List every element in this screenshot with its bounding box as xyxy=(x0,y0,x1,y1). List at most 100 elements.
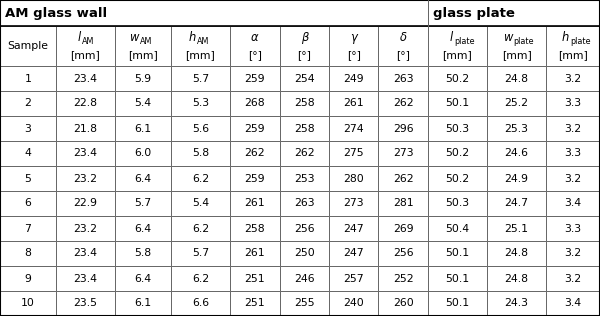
Bar xyxy=(115,266,171,291)
Text: 50.4: 50.4 xyxy=(445,223,470,234)
Text: Sample: Sample xyxy=(7,41,49,51)
Text: l: l xyxy=(449,31,453,44)
Text: 6.1: 6.1 xyxy=(134,299,152,308)
Bar xyxy=(0,266,56,291)
Text: 24.8: 24.8 xyxy=(505,74,529,83)
Bar xyxy=(56,166,115,191)
Text: 24.8: 24.8 xyxy=(505,248,529,258)
Bar xyxy=(546,216,600,241)
Bar xyxy=(0,216,56,241)
Text: plate: plate xyxy=(570,37,590,46)
Bar xyxy=(115,166,171,191)
Bar xyxy=(428,0,600,26)
Bar xyxy=(546,26,600,66)
Text: 262: 262 xyxy=(294,149,314,159)
Bar xyxy=(487,241,546,266)
Text: 3.2: 3.2 xyxy=(565,124,581,133)
Bar xyxy=(379,91,428,116)
Bar xyxy=(379,116,428,141)
Text: 273: 273 xyxy=(393,149,413,159)
Bar xyxy=(329,116,379,141)
Bar xyxy=(56,66,115,91)
Bar xyxy=(230,66,280,91)
Text: 259: 259 xyxy=(245,74,265,83)
Bar xyxy=(546,291,600,316)
Text: 258: 258 xyxy=(294,124,314,133)
Bar xyxy=(428,216,487,241)
Bar xyxy=(280,241,329,266)
Bar xyxy=(487,66,546,91)
Text: 249: 249 xyxy=(343,74,364,83)
Bar xyxy=(280,191,329,216)
Text: 275: 275 xyxy=(343,149,364,159)
Bar xyxy=(329,191,379,216)
Bar xyxy=(379,216,428,241)
Text: γ: γ xyxy=(350,31,357,44)
Bar xyxy=(379,141,428,166)
Text: 6.4: 6.4 xyxy=(134,274,152,283)
Bar xyxy=(0,91,56,116)
Bar xyxy=(280,166,329,191)
Text: 22.9: 22.9 xyxy=(73,198,97,209)
Bar xyxy=(280,291,329,316)
Text: 23.4: 23.4 xyxy=(73,74,97,83)
Bar xyxy=(0,26,56,66)
Bar xyxy=(171,141,230,166)
Text: [mm]: [mm] xyxy=(443,50,472,60)
Bar xyxy=(428,91,487,116)
Text: 23.2: 23.2 xyxy=(73,173,97,184)
Bar xyxy=(230,241,280,266)
Text: 3.3: 3.3 xyxy=(565,99,581,108)
Text: β: β xyxy=(301,31,308,44)
Bar xyxy=(171,191,230,216)
Bar xyxy=(280,116,329,141)
Text: 3.2: 3.2 xyxy=(565,274,581,283)
Bar xyxy=(280,216,329,241)
Bar xyxy=(546,91,600,116)
Bar xyxy=(56,141,115,166)
Bar xyxy=(329,291,379,316)
Bar xyxy=(56,266,115,291)
Bar xyxy=(329,241,379,266)
Text: plate: plate xyxy=(454,37,474,46)
Bar xyxy=(0,166,56,191)
Text: δ: δ xyxy=(400,31,407,44)
Bar xyxy=(0,66,56,91)
Text: 254: 254 xyxy=(294,74,314,83)
Text: 50.2: 50.2 xyxy=(445,173,470,184)
Text: 24.6: 24.6 xyxy=(505,149,529,159)
Bar xyxy=(428,26,487,66)
Text: l: l xyxy=(77,31,81,44)
Bar xyxy=(487,116,546,141)
Bar xyxy=(379,191,428,216)
Bar xyxy=(329,91,379,116)
Bar xyxy=(329,66,379,91)
Text: 5.4: 5.4 xyxy=(134,99,152,108)
Bar xyxy=(546,266,600,291)
Text: 6.0: 6.0 xyxy=(134,149,152,159)
Text: [mm]: [mm] xyxy=(558,50,588,60)
Text: 6.6: 6.6 xyxy=(192,299,209,308)
Text: 296: 296 xyxy=(393,124,413,133)
Text: α: α xyxy=(251,31,259,44)
Text: 240: 240 xyxy=(343,299,364,308)
Text: 4: 4 xyxy=(25,149,31,159)
Text: 247: 247 xyxy=(343,248,364,258)
Text: 256: 256 xyxy=(393,248,413,258)
Bar xyxy=(0,0,428,26)
Text: 25.2: 25.2 xyxy=(505,99,529,108)
Text: 247: 247 xyxy=(343,223,364,234)
Text: 5.3: 5.3 xyxy=(192,99,209,108)
Bar xyxy=(428,191,487,216)
Bar xyxy=(428,116,487,141)
Bar xyxy=(379,241,428,266)
Bar xyxy=(115,141,171,166)
Bar xyxy=(56,91,115,116)
Text: 261: 261 xyxy=(245,198,265,209)
Bar xyxy=(487,166,546,191)
Text: 21.8: 21.8 xyxy=(73,124,97,133)
Text: 250: 250 xyxy=(294,248,314,258)
Bar xyxy=(230,191,280,216)
Bar xyxy=(379,26,428,66)
Text: 6.4: 6.4 xyxy=(134,223,152,234)
